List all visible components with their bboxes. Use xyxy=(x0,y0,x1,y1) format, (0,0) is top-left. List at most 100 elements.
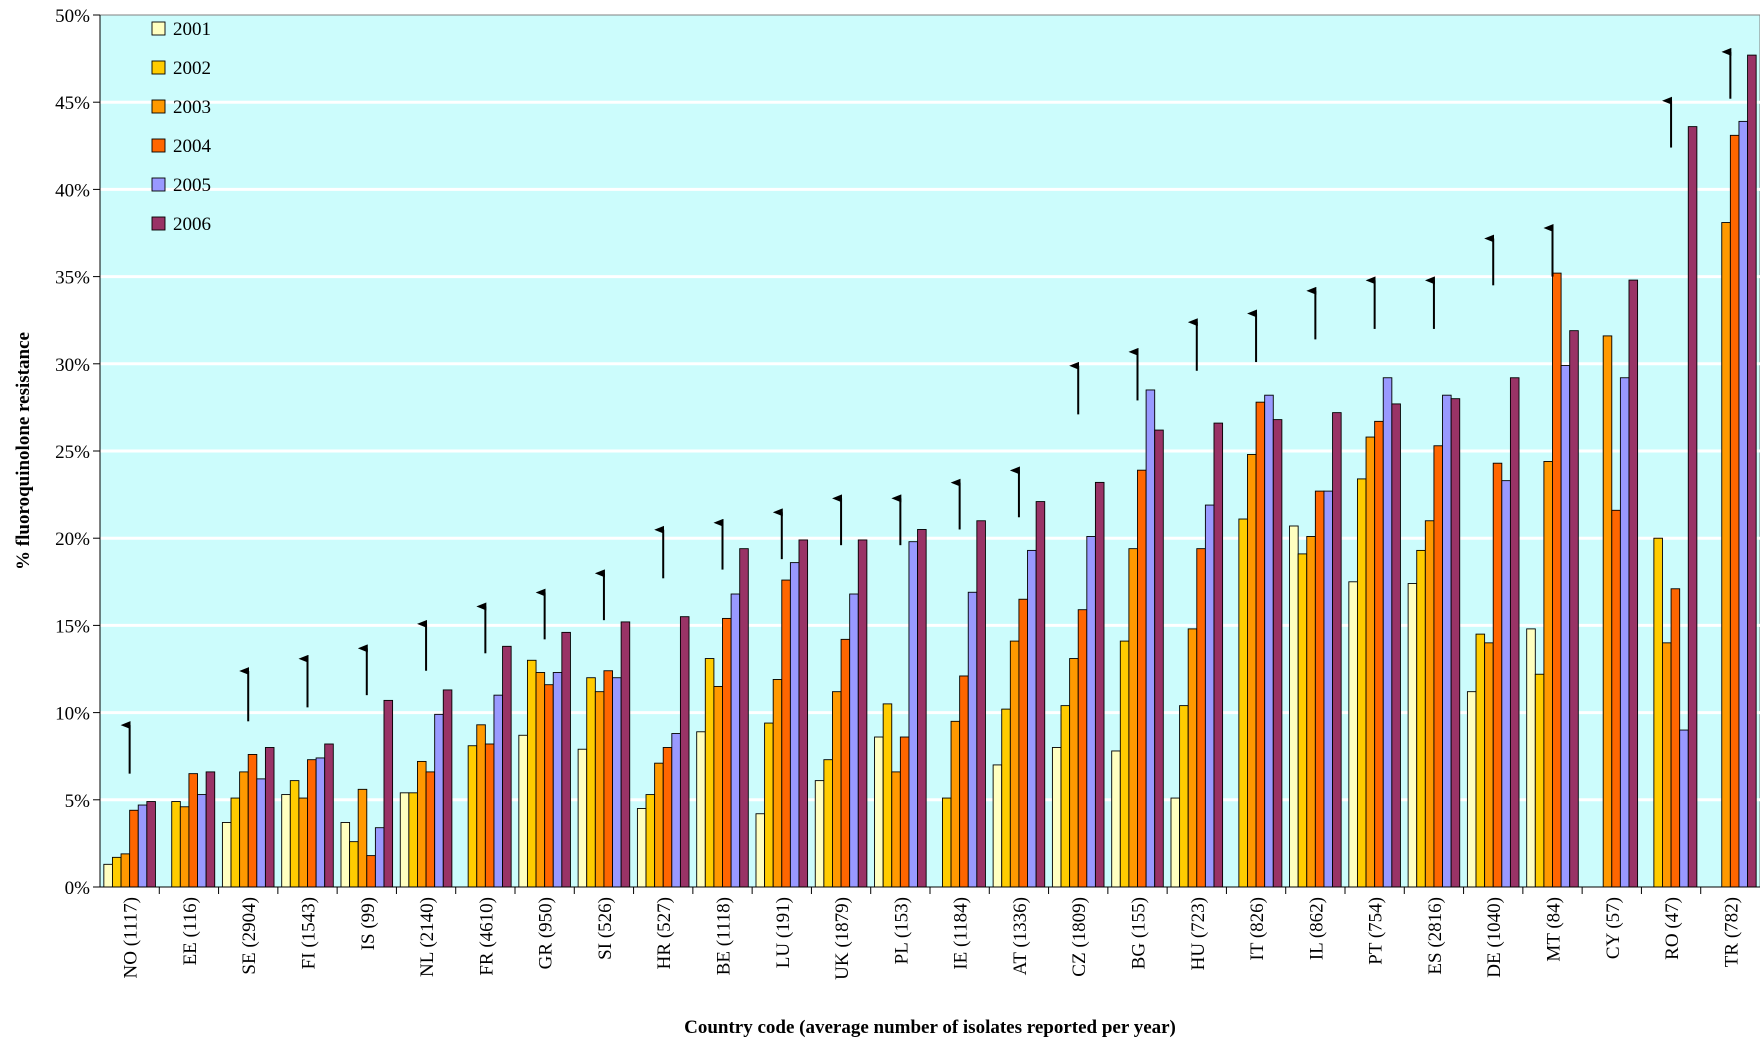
bar-2001 xyxy=(518,734,528,888)
x-category-label: RO (47) xyxy=(1662,897,1683,960)
legend-swatch-2005 xyxy=(151,177,166,192)
x-category-label: HU (723) xyxy=(1188,897,1209,970)
bar-2004 xyxy=(307,759,317,888)
bar-2005 xyxy=(789,562,800,888)
y-tick-label: 5% xyxy=(65,791,91,812)
bar-2002 xyxy=(408,792,418,888)
legend-label: 2003 xyxy=(173,97,211,118)
legend-label: 2002 xyxy=(173,58,211,79)
bar-2005 xyxy=(374,827,385,888)
bar-2003 xyxy=(1721,222,1731,888)
legend-label: 2006 xyxy=(173,214,211,235)
bar-2006 xyxy=(205,771,216,888)
x-category-label: TR (782) xyxy=(1721,897,1742,967)
gridlines xyxy=(100,100,1760,802)
bar-2006 xyxy=(502,645,512,888)
bar-2001 xyxy=(340,822,351,888)
x-category-label: NL (2140) xyxy=(417,897,438,977)
y-tick-label: 50% xyxy=(55,6,90,27)
x-category-label: IE (1184) xyxy=(951,897,972,970)
bar-2003 xyxy=(1424,520,1435,888)
bar-2005 xyxy=(1442,394,1452,888)
axes xyxy=(93,14,1760,894)
legend: 2001 2002 2003 2004 2005 2006 xyxy=(151,19,212,235)
bar-2001 xyxy=(1111,750,1121,888)
bar-2004 xyxy=(1314,490,1325,888)
bar-2006 xyxy=(1272,419,1283,888)
bar-2006 xyxy=(146,801,156,888)
bar-2002 xyxy=(1416,549,1426,888)
bar-2006 xyxy=(324,743,334,888)
bar-2002 xyxy=(1119,640,1130,888)
bar-2003 xyxy=(950,720,961,888)
x-category-label: IS (99) xyxy=(358,897,379,950)
bar-2002 xyxy=(586,677,596,888)
bar-2005 xyxy=(1027,549,1037,888)
bar-2002 xyxy=(882,703,893,888)
bar-2006 xyxy=(857,539,868,888)
bar-2006 xyxy=(1332,412,1342,888)
legend-swatch-2003 xyxy=(151,99,166,114)
bar-2004 xyxy=(247,754,258,888)
bar-2003 xyxy=(594,691,605,888)
bar-2001 xyxy=(1526,628,1536,888)
bar-2002 xyxy=(764,722,774,888)
bar-2006 xyxy=(798,539,809,888)
x-category-label: SE (2904) xyxy=(239,897,260,975)
legend-swatch-2002 xyxy=(151,60,166,75)
y-tick-label: 20% xyxy=(55,529,90,550)
bar-2003 xyxy=(1365,436,1376,888)
bar-2005 xyxy=(1264,394,1274,888)
bar-2002 xyxy=(645,794,656,888)
bar-2002 xyxy=(1060,705,1071,888)
bar-2002 xyxy=(1179,705,1189,888)
legend-label: 2001 xyxy=(173,19,211,40)
x-category-label: UK (1879) xyxy=(832,897,853,980)
bar-2006 xyxy=(739,548,749,888)
bar-2006 xyxy=(679,616,690,888)
bar-2006 xyxy=(917,529,927,888)
bar-2002 xyxy=(1534,673,1545,888)
bar-2004 xyxy=(662,747,673,888)
bar-2005 xyxy=(1501,480,1511,888)
bar-2004 xyxy=(1196,548,1206,888)
bar-2003 xyxy=(1543,461,1553,888)
bar-2002 xyxy=(111,856,122,888)
bar-2006 xyxy=(442,689,453,888)
x-category-label: PT (754) xyxy=(1366,897,1387,965)
bar-2003 xyxy=(1069,658,1079,888)
y-tick-labels: 0% 5% 10% 15% 20% 25% 30% 35% 40% 45% 50% xyxy=(55,6,90,899)
bar-2003 xyxy=(357,788,368,888)
bar-2001 xyxy=(696,731,706,888)
x-category-label: IL (862) xyxy=(1306,897,1327,960)
bar-2001 xyxy=(281,794,291,888)
bar-2003 xyxy=(535,672,546,888)
bar-2005 xyxy=(671,733,681,888)
bar-2004 xyxy=(1433,445,1443,888)
bar-2005 xyxy=(730,593,741,888)
x-category-labels: NO (1117) EE (116) SE (2904) FI (1543) IS (9… xyxy=(121,897,1743,980)
legend-swatch-2004 xyxy=(151,138,166,153)
bar-2004 xyxy=(484,743,495,888)
bar-2001 xyxy=(221,822,232,888)
bar-2003 xyxy=(417,760,427,888)
bar-2005 xyxy=(197,794,207,888)
x-category-label: DE (1040) xyxy=(1484,897,1505,978)
bar-2001 xyxy=(1466,691,1477,888)
bar-2001 xyxy=(992,764,1003,888)
bar-2004 xyxy=(544,684,554,888)
bar-2004 xyxy=(722,617,732,888)
bar-2004 xyxy=(1077,609,1088,888)
bar-2006 xyxy=(1094,481,1105,888)
bar-2006 xyxy=(1154,429,1164,888)
bar-2001 xyxy=(1170,797,1181,888)
bar-2004 xyxy=(840,638,851,888)
bar-2003 xyxy=(772,679,783,888)
bar-2003 xyxy=(1484,642,1494,888)
y-axis-title: % fluoroquinolone resistance xyxy=(13,332,34,570)
x-category-label: IT (826) xyxy=(1247,897,1268,961)
x-category-label: HR (527) xyxy=(654,897,675,969)
bar-2001 xyxy=(1051,747,1062,888)
x-category-label: CZ (1809) xyxy=(1069,897,1090,977)
bar-2004 xyxy=(1255,401,1266,888)
